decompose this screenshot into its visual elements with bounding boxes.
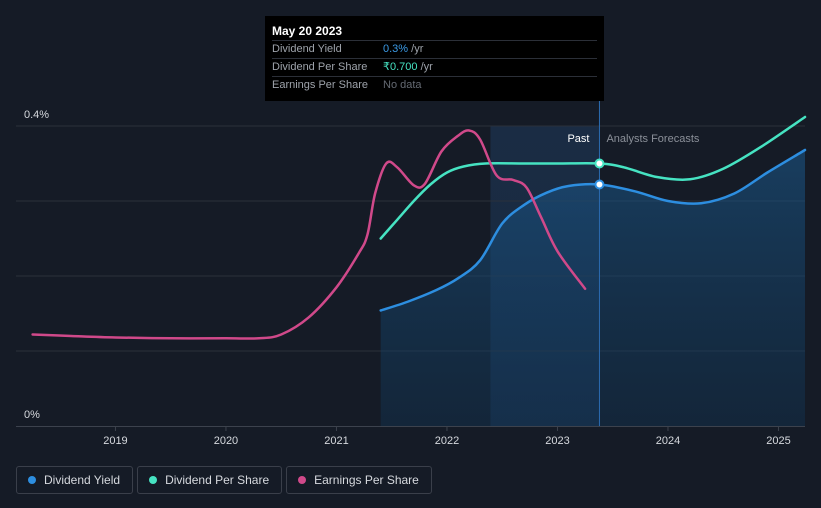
y-label-top: 0.4%	[24, 109, 49, 121]
tooltip-row-dividend-yield: Dividend Yield 0.3% /yr	[272, 41, 597, 59]
past-label: Past	[567, 133, 589, 145]
tooltip-unit: /yr	[408, 43, 424, 55]
legend: Dividend Yield Dividend Per Share Earnin…	[16, 466, 436, 494]
tooltip-value: No data	[383, 79, 422, 91]
tooltip-value: ₹0.700	[383, 61, 418, 73]
dividend-yield-area	[380, 150, 805, 426]
legend-dot-icon	[298, 476, 307, 484]
tooltip-label: Dividend Yield	[272, 43, 342, 55]
tooltip-row-earnings-per-share: Earnings Per Share No data	[272, 77, 597, 94]
dividend-yield-marker[interactable]	[594, 179, 605, 190]
tooltip: May 20 2023 Dividend Yield 0.3% /yr Divi…	[265, 16, 604, 101]
tooltip-label: Earnings Per Share	[272, 79, 368, 91]
dividend-per-share-line	[379, 115, 807, 240]
x-tick-label: 2024	[656, 435, 680, 447]
x-tick-label: 2019	[103, 435, 127, 447]
dividend-yield-line	[379, 148, 807, 312]
tooltip-date: May 20 2023	[272, 23, 597, 41]
x-tick-label: 2020	[214, 435, 238, 447]
x-tick-label: 2021	[324, 435, 348, 447]
x-tick-label: 2023	[545, 435, 569, 447]
legend-item-earnings-per-share[interactable]: Earnings Per Share	[286, 466, 432, 494]
legend-label: Earnings Per Share	[314, 473, 419, 487]
tooltip-row-dividend-per-share: Dividend Per Share ₹0.700 /yr	[272, 59, 597, 77]
tooltip-value: 0.3%	[383, 43, 409, 55]
legend-dot-icon	[149, 476, 158, 484]
legend-label: Dividend Yield	[44, 473, 121, 487]
y-label-bottom: 0%	[24, 409, 40, 421]
tooltip-unit: /yr	[417, 61, 433, 73]
legend-dot-icon	[28, 476, 36, 484]
analysts-forecasts-label: Analysts Forecasts	[606, 133, 699, 145]
x-tick-label: 2022	[435, 435, 459, 447]
tooltip-label: Dividend Per Share	[272, 61, 368, 73]
legend-item-dividend-yield[interactable]: Dividend Yield	[16, 466, 134, 494]
earnings-per-share-line	[31, 129, 587, 340]
dividend-per-share-marker[interactable]	[594, 158, 605, 169]
legend-item-dividend-per-share[interactable]: Dividend Per Share	[137, 466, 283, 494]
x-tick-label: 2025	[766, 435, 790, 447]
legend-label: Dividend Per Share	[165, 473, 270, 487]
